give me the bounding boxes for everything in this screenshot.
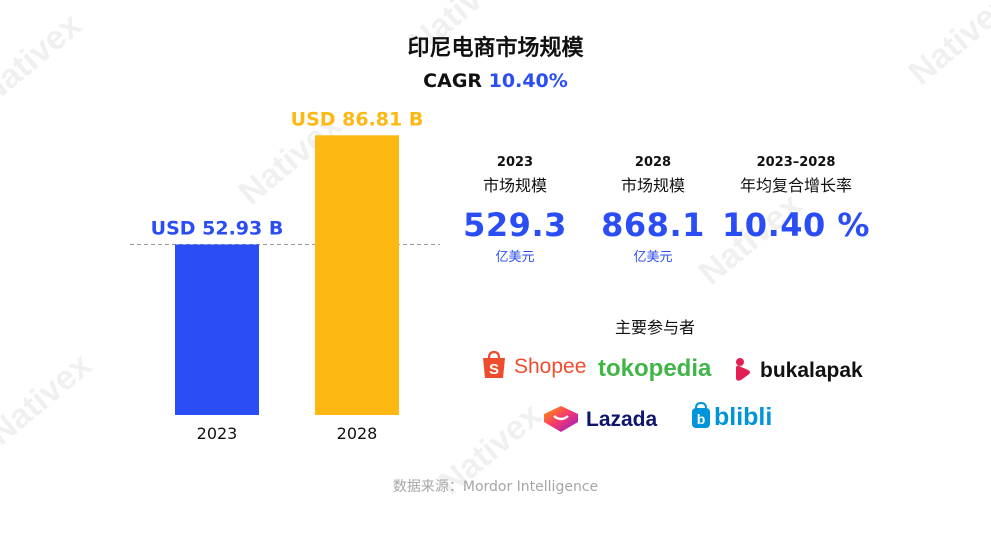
bukalapak-icon [732,356,754,386]
tokopedia-wordmark: tokopedia [598,355,712,382]
blibli-wordmark: blibli [714,402,773,431]
stat-2028: 2028 市场规模 868.1 亿美元 [598,155,708,265]
stat-cagr: 2023–2028 年均复合增长率 10.40 % [722,155,870,244]
stat-value: 529.3 [463,206,567,244]
data-source: 数据来源：Mordor Intelligence [392,479,599,495]
stat-value: 868.1 [601,206,705,244]
cagr-prefix: CAGR [423,70,483,92]
stat-label: 市场规模 [620,176,685,195]
page-title: 印尼电商市场规模 [407,36,584,61]
stat-year: 2028 [634,155,672,170]
market-size-bar-chart: USD 52.93 B 2023 USD 86.81 B 2028 [130,108,440,443]
bukalapak-logo: bukalapak [732,356,863,386]
lazada-wordmark: Lazada [586,408,658,431]
stat-unit: 亿美元 [633,250,673,265]
stat-label: 市场规模 [482,176,547,195]
stat-label: 年均复合增长率 [739,176,852,195]
watermark: Nativex [0,345,99,453]
players-title: 主要参与者 [614,318,695,337]
cagr-subtitle: CAGR 10.40% [0,70,991,92]
cagr-value: 10.40% [488,70,568,92]
lazada-heart-icon [542,402,580,438]
svg-text:b: b [697,411,706,427]
bukalapak-wordmark: bukalapak [760,359,863,382]
stat-value: 10.40 % [722,206,870,244]
blibli-logo: b blibli [690,400,772,434]
shopee-bag-icon: S [480,350,508,384]
x-tick-label: 2028 [337,424,378,443]
bar-value-label: USD 52.93 B [151,217,284,239]
tokopedia-logo: tokopedia [598,355,711,383]
x-tick-label: 2023 [197,424,238,443]
bar-2028 [315,135,399,416]
stat-year: 2023 [496,155,534,170]
stat-unit: 亿美元 [495,250,535,265]
shopee-logo: S Shopee [480,350,586,384]
bar-2023 [175,244,259,415]
lazada-logo: Lazada [542,402,657,438]
bar-value-label: USD 86.81 B [291,108,424,130]
blibli-bag-icon: b [690,400,712,434]
stat-2023: 2023 市场规模 529.3 亿美元 [460,155,570,265]
shopee-wordmark: Shopee [514,355,587,378]
svg-text:S: S [489,361,499,378]
stat-year: 2023–2028 [756,155,836,170]
